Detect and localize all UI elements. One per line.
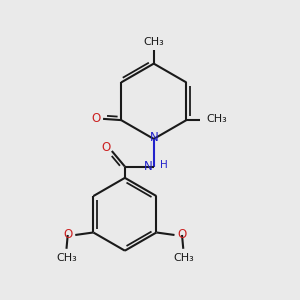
Text: O: O bbox=[177, 228, 186, 241]
Text: CH₃: CH₃ bbox=[206, 114, 227, 124]
Text: CH₃: CH₃ bbox=[143, 37, 164, 47]
Text: H: H bbox=[160, 160, 168, 170]
Text: N: N bbox=[144, 160, 152, 173]
Text: CH₃: CH₃ bbox=[173, 253, 194, 263]
Text: O: O bbox=[92, 112, 100, 124]
Text: CH₃: CH₃ bbox=[56, 253, 77, 263]
Text: O: O bbox=[64, 228, 73, 241]
Text: O: O bbox=[102, 141, 111, 154]
Text: N: N bbox=[150, 131, 159, 144]
